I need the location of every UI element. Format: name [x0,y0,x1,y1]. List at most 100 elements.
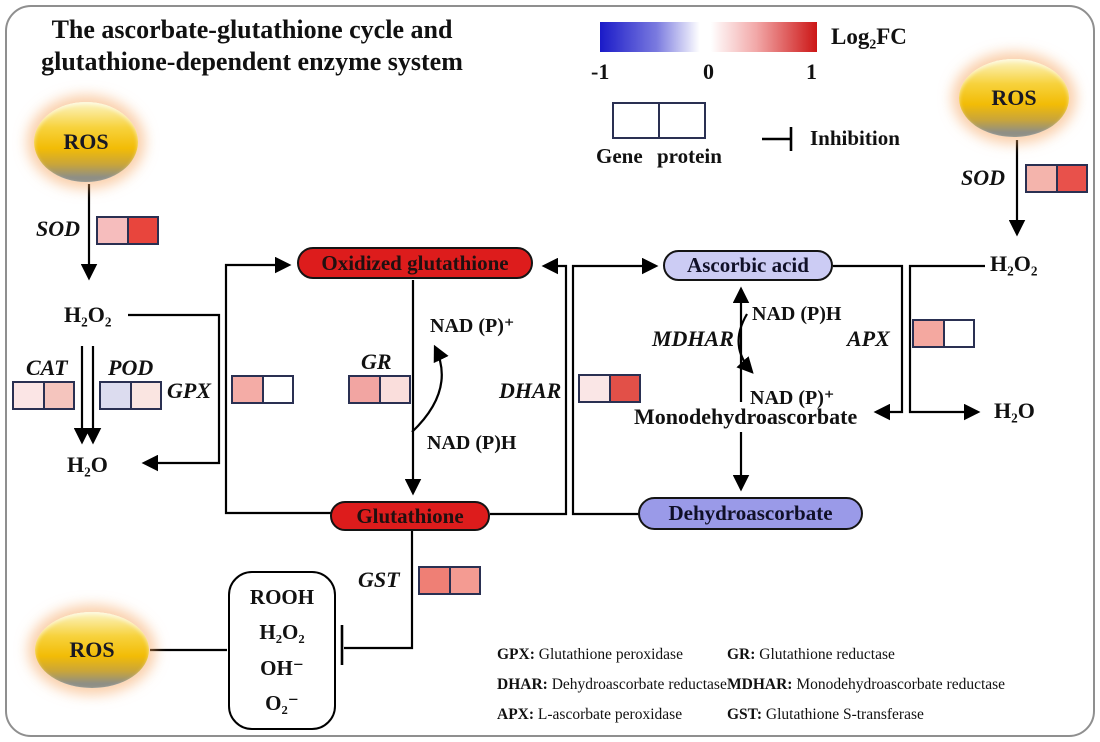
gr-boxes [348,375,411,404]
abbr-gr-key: GR: [727,646,756,663]
node-ascorbic-acid-label: Ascorbic acid [687,253,809,277]
apx-boxes [912,319,975,348]
gpx-gene-box [233,377,264,402]
ros-ellipse-top-left: ROS [34,102,138,182]
sod-left-protein-box [128,218,157,243]
node-ascorbic-acid: Ascorbic acid [663,250,833,281]
abbr-apx-name: L-ascorbate peroxidase [534,706,683,723]
ros-target-item-oh: OH⁻ [260,655,304,680]
ros-target-item-h2o2: H₂O₂ [259,620,305,645]
dhar-gene-box [580,376,611,401]
sod-right-gene-box [1027,166,1058,191]
cat-protein-box [44,383,73,408]
ros-target-item-o2: O₂⁻ [265,690,299,715]
gpx-protein-box [263,377,292,402]
colorbar-label: Log₂FC [831,24,907,49]
nadph-left-label: NAD (P)H [427,432,517,454]
gst-gene-box [420,568,451,593]
h2o2-left-label: H₂O₂ [64,302,112,327]
colorbar-tick-max: 1 [806,59,817,84]
loop-glutathione-to-gssg [224,256,332,515]
abbr-gpx-name: Glutathione peroxidase [534,646,683,663]
pod-gene-box [101,383,132,408]
enzyme-label-dhar: DHAR [499,378,562,403]
gpx-boxes [231,375,294,404]
node-oxidized-glutathione: Oxidized glutathione [297,247,533,279]
abbr-gpx-key: GPX: [497,646,535,663]
h2o-left-label: H₂O [67,452,108,477]
abbr-mdhar-key: MDHAR: [727,676,793,693]
abbr-gst-key: GST: [727,706,763,723]
inhibition-key-label: Inhibition [810,126,900,150]
cat-boxes [12,381,75,410]
monodehydroascorbate-label: Monodehydroascorbate [634,404,858,429]
abbr-dhar-name: Dehydroascorbate reductase [547,676,727,693]
sod-left-boxes [96,216,159,245]
h2o-right-label: H₂O [994,398,1035,423]
apx-gene-box [914,321,945,346]
protein-key-label: protein [657,144,722,168]
abbr-gst-name: Glutathione S-transferase [762,706,924,723]
gene-key-label: Gene [596,144,643,168]
gene-key-box [614,104,660,137]
sod-right-protein-box [1057,166,1086,191]
abbr-gr: GR: Glutathione reductase [727,646,895,664]
enzyme-label-mdhar: MDHAR [652,326,734,351]
ros-target-box: ROOH H₂O₂ OH⁻ O₂⁻ [228,571,336,730]
figure-title: The ascorbate-glutathione cycle and glut… [26,14,478,77]
ros-ellipse-top-right: ROS [959,59,1069,137]
abbr-dhar: DHAR: Dehydroascorbate reductase [497,676,727,694]
loop-dhar-gsh-to-gssg [490,257,568,516]
abbr-gst: GST: Glutathione S-transferase [727,706,924,724]
abbr-mdhar: MDHAR: Monodehydroascorbate reductase [727,676,1005,694]
ros-label: ROS [69,637,115,662]
node-dehydroascorbate-label: Dehydroascorbate [668,501,833,525]
node-glutathione-label: Glutathione [356,503,464,528]
nadph-right-label: NAD (P)H [752,303,842,325]
node-glutathione: Glutathione [330,501,490,531]
gst-boxes [418,566,481,595]
colorbar-tick-min: -1 [591,59,610,84]
enzyme-label-apx: APX [847,326,890,351]
nadp-plus-left-label: NAD (P)⁺ [430,315,515,337]
apx-protein-box [944,321,973,346]
abbr-gr-name: Glutathione reductase [755,646,895,663]
abbr-mdhar-name: Monodehydroascorbate reductase [792,676,1006,693]
line-gst-inhibition [344,531,414,650]
abbr-dhar-key: DHAR: [497,676,548,693]
abbr-apx-key: APX: [497,706,535,723]
gr-protein-box [380,377,409,402]
colorbar-gradient [600,22,817,52]
node-oxidized-glutathione-label: Oxidized glutathione [321,250,509,275]
sod-right-boxes [1025,164,1088,193]
ros-target-item-rooh: ROOH [249,585,315,610]
abbr-gpx: GPX: Glutathione peroxidase [497,646,683,664]
loop-apx-asa-to-mono [833,264,904,421]
gene-protein-key-boxes [612,102,706,139]
enzyme-label-sod-left: SOD [36,216,81,241]
ros-ellipse-bottom-left: ROS [35,612,149,688]
line-h2o2-gpx-h2o [128,313,221,472]
ros-label: ROS [63,129,109,154]
gr-gene-box [350,377,381,402]
enzyme-label-gr: GR [361,349,392,374]
enzyme-label-gst: GST [358,567,400,592]
figure-title-line2: glutathione-dependent enzyme system [41,46,463,76]
enzyme-label-pod: POD [108,355,154,380]
colorbar-tick-mid: 0 [703,59,714,84]
nadp-plus-right-label: NAD (P)⁺ [750,387,835,409]
dhar-boxes [578,374,641,403]
curve-mdhar-nadph [736,313,754,374]
loop-apx-h2o2-to-h2o [908,264,985,421]
sod-left-gene-box [98,218,129,243]
enzyme-label-cat: CAT [26,355,68,380]
node-dehydroascorbate: Dehydroascorbate [638,497,863,530]
pod-protein-box [131,383,160,408]
dhar-protein-box [610,376,639,401]
enzyme-label-gpx: GPX [167,378,211,403]
cat-gene-box [14,383,45,408]
ros-label: ROS [991,85,1037,110]
h2o2-right-label: H₂O₂ [990,251,1038,276]
